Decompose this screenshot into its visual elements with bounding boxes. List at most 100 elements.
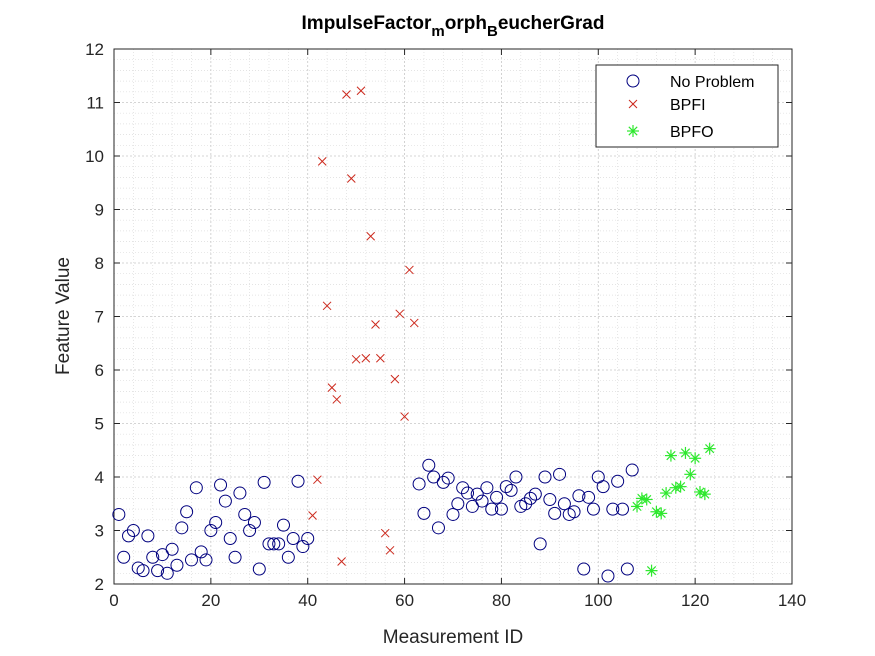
bpfi-point: [405, 265, 414, 275]
y-tick-label: 3: [95, 522, 104, 541]
bpfi-point: [337, 557, 346, 566]
no-problem-point: [209, 515, 223, 529]
title-part-end: eucherGrad: [498, 13, 605, 34]
bpfo-point: [660, 487, 673, 500]
no-problem-point: [194, 545, 208, 559]
no-problem-point: [262, 537, 276, 551]
y-tick-label: 2: [95, 575, 104, 594]
no-problem-point: [267, 537, 281, 551]
title-part-sub1: m: [431, 23, 444, 40]
y-tick-labels: 2 3 4 5 6 7 8 9 10 11 12: [85, 40, 104, 594]
no-problem-point: [475, 494, 489, 508]
bpfi-point: [380, 528, 390, 538]
no-problem-point: [233, 486, 247, 500]
bpfi-point: [400, 412, 409, 421]
bpfo-point: [655, 507, 668, 520]
no-problem-point: [247, 515, 261, 529]
bpfi-point: [322, 301, 332, 311]
no-problem-point: [170, 558, 184, 572]
legend-marker-bpfi: [628, 99, 638, 109]
no-problem-point: [417, 506, 431, 520]
bpfo-point: [698, 488, 711, 501]
bpfo-point: [693, 485, 706, 498]
y-tick-label: 7: [95, 308, 104, 327]
no-problem-point: [431, 521, 445, 535]
x-tick-label: 80: [492, 591, 511, 610]
bpfo-point: [645, 564, 658, 577]
bpfi-point: [313, 475, 322, 485]
x-tick-label: 0: [109, 591, 118, 610]
y-tick-label: 5: [95, 415, 104, 434]
no-problem-point: [277, 518, 290, 532]
no-problem-point: [543, 492, 557, 506]
y-tick-label: 8: [95, 254, 104, 273]
no-problem-point: [441, 471, 455, 485]
no-problem-point: [243, 524, 257, 537]
x-axis-label: Measurement ID: [383, 627, 523, 648]
no-problem-point: [553, 467, 567, 481]
no-problem-point: [286, 532, 300, 546]
no-problem-point: [519, 497, 533, 511]
no-problem-point: [218, 494, 232, 508]
no-problem-point: [533, 537, 547, 551]
no-problem-point: [141, 529, 155, 543]
no-problem-point: [499, 480, 513, 494]
no-problem-point: [296, 540, 310, 554]
bpfi-point: [351, 354, 361, 364]
no-problem-point: [577, 562, 591, 576]
no-problem-point: [586, 502, 600, 516]
no-problem-point: [214, 478, 228, 492]
y-axis-label: Feature Value: [53, 257, 74, 375]
bpfo-point: [684, 468, 697, 481]
bpfo-point: [674, 480, 687, 493]
x-tick-label: 120: [681, 591, 709, 610]
bpfo-point: [703, 442, 716, 455]
bpfi-point: [317, 156, 327, 166]
no-problem-point: [117, 550, 131, 564]
no-problem-point: [620, 562, 634, 576]
no-problem-point: [461, 486, 475, 500]
no-problem-point: [509, 470, 523, 484]
y-tick-label: 10: [85, 147, 104, 166]
x-tick-label: 140: [778, 591, 806, 610]
bpfi-point: [371, 320, 380, 329]
x-tick-labels: 0 20 40 60 80 100 120 140: [109, 591, 806, 610]
y-tick-label: 11: [86, 94, 104, 113]
legend-label-bpfi: BPFI: [670, 97, 706, 114]
no-problem-point: [204, 524, 218, 537]
legend-label-no-problem: No Problem: [670, 74, 754, 91]
legend: No Problem BPFI BPFO: [595, 64, 779, 148]
title-part-mid: orph: [445, 13, 487, 34]
no-problem-point: [175, 521, 189, 535]
legend-marker-bpfo: [627, 125, 639, 137]
no-problem-point: [165, 542, 179, 556]
no-problem-point: [625, 463, 639, 477]
bpfi-point: [356, 86, 366, 96]
bpfi-point: [366, 231, 376, 241]
title-part-sub2: B: [487, 23, 498, 40]
bpfi-point: [346, 174, 356, 183]
bpfi-point: [390, 374, 400, 384]
no-problem-point: [490, 490, 504, 504]
no-problem-point: [606, 502, 620, 516]
no-problem-point: [596, 480, 610, 494]
no-problem-point: [485, 502, 499, 516]
bpfo-point: [631, 500, 644, 513]
bpfo-point: [640, 493, 653, 506]
bpfi-point: [332, 395, 342, 404]
legend-box: [595, 64, 779, 148]
no-problem-point: [494, 502, 508, 516]
no-problem-point: [504, 483, 518, 497]
no-problem-point: [272, 537, 286, 551]
no-problem-point: [146, 550, 160, 564]
no-problem-point: [557, 497, 571, 511]
no-problem-point: [611, 474, 625, 488]
bpfi-point: [385, 545, 395, 555]
bpfi-point: [342, 90, 351, 99]
no-problem-point: [112, 507, 126, 521]
no-problem-point: [228, 550, 242, 564]
bpfo-point: [664, 449, 677, 462]
no-problem-point: [252, 562, 266, 576]
bpfo-point: [679, 446, 692, 459]
no-problem-point: [301, 532, 315, 546]
